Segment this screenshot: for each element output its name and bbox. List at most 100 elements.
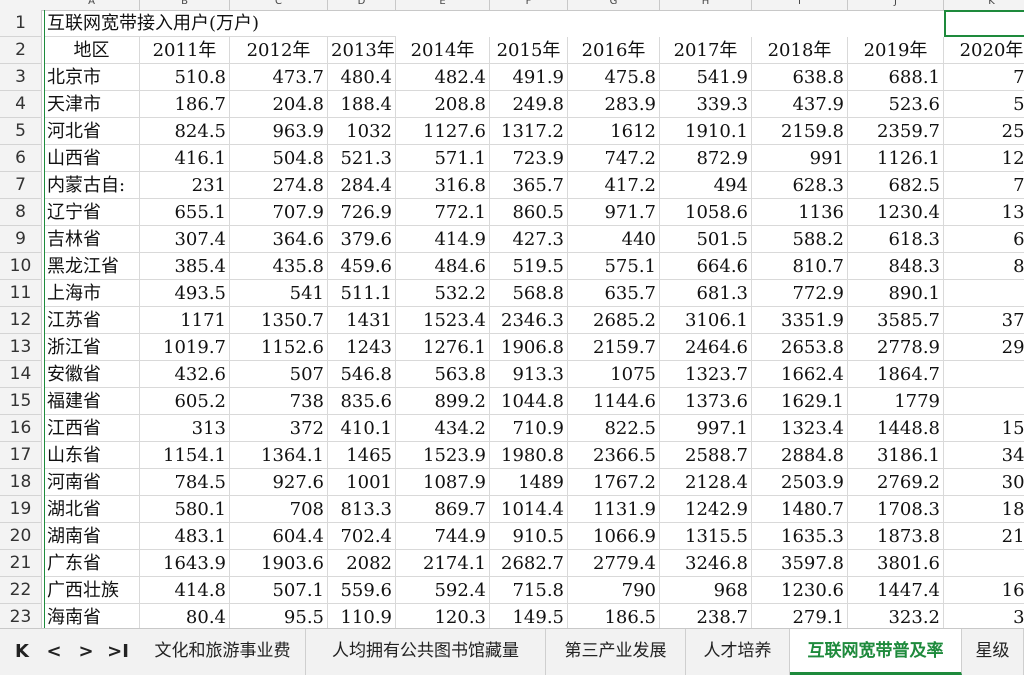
sheet-tab[interactable]: 文化和旅游事业费 bbox=[140, 629, 306, 675]
row-number[interactable]: 6 bbox=[0, 145, 42, 172]
value-cell[interactable]: 997.1 bbox=[660, 415, 752, 442]
value-cell[interactable]: 1629.1 bbox=[752, 388, 848, 415]
value-cell[interactable]: 1431 bbox=[328, 307, 396, 334]
value-cell[interactable]: 592.4 bbox=[396, 577, 490, 604]
value-cell[interactable]: 504.8 bbox=[230, 145, 328, 172]
value-cell[interactable]: 293 bbox=[944, 334, 1024, 361]
value-cell[interactable]: 571.1 bbox=[396, 145, 490, 172]
value-cell[interactable]: 307.4 bbox=[140, 226, 230, 253]
value-cell[interactable]: 1171 bbox=[140, 307, 230, 334]
value-cell[interactable]: 2174.1 bbox=[396, 550, 490, 577]
value-cell[interactable]: 1643.9 bbox=[140, 550, 230, 577]
value-cell[interactable]: 580.1 bbox=[140, 496, 230, 523]
value-cell[interactable]: 1 bbox=[944, 388, 1024, 415]
value-cell[interactable]: 323.2 bbox=[848, 604, 944, 628]
value-cell[interactable]: 1447.4 bbox=[848, 577, 944, 604]
row-number[interactable]: 9 bbox=[0, 226, 42, 253]
value-cell[interactable]: 664.6 bbox=[660, 253, 752, 280]
value-cell[interactable]: 3351.9 bbox=[752, 307, 848, 334]
value-cell[interactable]: 187 bbox=[944, 496, 1024, 523]
region-name-cell[interactable]: 江西省 bbox=[44, 415, 140, 442]
header-cell-year[interactable]: 2016年 bbox=[568, 37, 660, 64]
value-cell[interactable]: 1276.1 bbox=[396, 334, 490, 361]
value-cell[interactable]: 723.9 bbox=[490, 145, 568, 172]
value-cell[interactable]: 3597.8 bbox=[752, 550, 848, 577]
value-cell[interactable]: 491.9 bbox=[490, 64, 568, 91]
value-cell[interactable]: 204.8 bbox=[230, 91, 328, 118]
value-cell[interactable]: 707.9 bbox=[230, 199, 328, 226]
value-cell[interactable]: 1373.6 bbox=[660, 388, 752, 415]
value-cell[interactable]: 414.9 bbox=[396, 226, 490, 253]
sheet-tab[interactable]: 星级 bbox=[962, 629, 1024, 675]
row-number[interactable]: 14 bbox=[0, 361, 42, 388]
value-cell[interactable]: 824.5 bbox=[140, 118, 230, 145]
value-cell[interactable]: 541.9 bbox=[660, 64, 752, 91]
value-cell[interactable]: 165 bbox=[944, 577, 1024, 604]
header-cell-region[interactable]: 地区 bbox=[44, 37, 140, 64]
header-cell-year[interactable]: 2018年 bbox=[752, 37, 848, 64]
value-cell[interactable]: 913.3 bbox=[490, 361, 568, 388]
value-cell[interactable]: 1906.8 bbox=[490, 334, 568, 361]
value-cell[interactable]: 2884.8 bbox=[752, 442, 848, 469]
value-cell[interactable]: 3801.6 bbox=[848, 550, 944, 577]
value-cell[interactable]: 1465 bbox=[328, 442, 396, 469]
value-cell[interactable]: 872.9 bbox=[660, 145, 752, 172]
value-cell[interactable]: 1323.7 bbox=[660, 361, 752, 388]
value-cell[interactable]: 1144.6 bbox=[568, 388, 660, 415]
value-cell[interactable]: 710.9 bbox=[490, 415, 568, 442]
value-cell[interactable]: 1075 bbox=[568, 361, 660, 388]
value-cell[interactable]: 1612 bbox=[568, 118, 660, 145]
value-cell[interactable]: 186.5 bbox=[568, 604, 660, 628]
value-cell[interactable]: 2 bbox=[944, 361, 1024, 388]
value-cell[interactable]: 1480.7 bbox=[752, 496, 848, 523]
value-cell[interactable]: 95.5 bbox=[230, 604, 328, 628]
value-cell[interactable]: 253 bbox=[944, 118, 1024, 145]
row-number[interactable]: 7 bbox=[0, 172, 42, 199]
value-cell[interactable]: 1152.6 bbox=[230, 334, 328, 361]
column-header-g[interactable]: G bbox=[568, 0, 660, 10]
value-cell[interactable]: 1044.8 bbox=[490, 388, 568, 415]
value-cell[interactable]: 480.4 bbox=[328, 64, 396, 91]
value-cell[interactable]: 2128.4 bbox=[660, 469, 752, 496]
first-sheet-button[interactable]: K bbox=[15, 641, 29, 662]
value-cell[interactable]: 1523.4 bbox=[396, 307, 490, 334]
value-cell[interactable]: 1662.4 bbox=[752, 361, 848, 388]
row-number[interactable]: 23 bbox=[0, 604, 42, 628]
value-cell[interactable]: 284.4 bbox=[328, 172, 396, 199]
value-cell[interactable]: 80.4 bbox=[140, 604, 230, 628]
value-cell[interactable]: 238.7 bbox=[660, 604, 752, 628]
value-cell[interactable]: 899.2 bbox=[396, 388, 490, 415]
header-cell-year[interactable]: 2013年 bbox=[328, 37, 396, 64]
value-cell[interactable]: 231 bbox=[140, 172, 230, 199]
value-cell[interactable]: 1864.7 bbox=[848, 361, 944, 388]
region-name-cell[interactable]: 湖北省 bbox=[44, 496, 140, 523]
value-cell[interactable]: 638.8 bbox=[752, 64, 848, 91]
value-cell[interactable]: 1019.7 bbox=[140, 334, 230, 361]
region-name-cell[interactable]: 江苏省 bbox=[44, 307, 140, 334]
row-number[interactable]: 22 bbox=[0, 577, 42, 604]
value-cell[interactable]: 968 bbox=[660, 577, 752, 604]
value-cell[interactable]: 810.7 bbox=[752, 253, 848, 280]
sheet-tab[interactable]: 人才培养 bbox=[686, 629, 790, 675]
row-number[interactable]: 3 bbox=[0, 64, 42, 91]
value-cell[interactable]: 493.5 bbox=[140, 280, 230, 307]
value-cell[interactable]: 414.8 bbox=[140, 577, 230, 604]
value-cell[interactable]: 501.5 bbox=[660, 226, 752, 253]
value-cell[interactable]: 133 bbox=[944, 199, 1024, 226]
row-number[interactable]: 4 bbox=[0, 91, 42, 118]
value-cell[interactable]: 715.8 bbox=[490, 577, 568, 604]
value-cell[interactable]: 437.9 bbox=[752, 91, 848, 118]
value-cell[interactable]: 910.5 bbox=[490, 523, 568, 550]
value-cell[interactable]: 483.1 bbox=[140, 523, 230, 550]
value-cell[interactable]: 682.5 bbox=[848, 172, 944, 199]
value-cell[interactable]: 3106.1 bbox=[660, 307, 752, 334]
value-cell[interactable]: 365.7 bbox=[490, 172, 568, 199]
row-number[interactable]: 1 bbox=[0, 10, 42, 37]
header-cell-year[interactable]: 2019年 bbox=[848, 37, 944, 64]
region-name-cell[interactable]: 河北省 bbox=[44, 118, 140, 145]
row-number[interactable]: 2 bbox=[0, 37, 42, 64]
sheet-title-cell[interactable]: 互联网宽带接入用户(万户) bbox=[44, 10, 396, 37]
value-cell[interactable]: 1001 bbox=[328, 469, 396, 496]
value-cell[interactable]: 459.6 bbox=[328, 253, 396, 280]
next-sheet-button[interactable]: > bbox=[78, 641, 94, 662]
